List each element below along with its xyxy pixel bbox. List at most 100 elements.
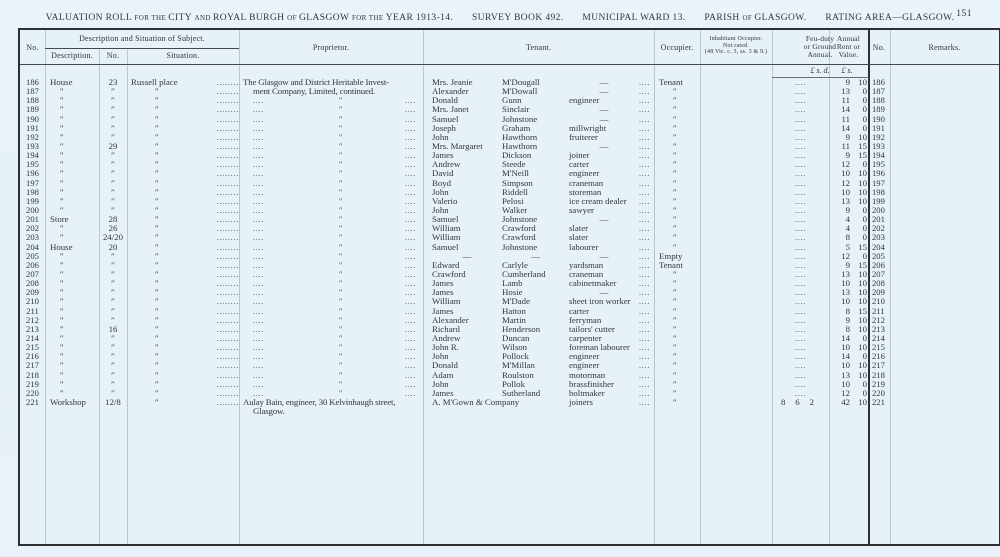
cell-feu-duty: .... [794,123,807,133]
cell-tenant: James Lamb cabinetmaker.... [432,278,651,289]
cell-entry-no: 208 [26,278,39,289]
table-row: 219 ″ ″ ″........ .... ″.... John Pollok brassfi… [20,378,999,389]
cell-proprietor: .... ″.... [253,370,417,380]
cell-entry-no: 216 [26,351,39,362]
cell-situation: ″........ [155,323,239,334]
cell-description: ″ [60,278,64,289]
cell-situation: ″........ [155,314,239,325]
cell-entry-no-right: 187 [872,86,885,97]
cell-street-no: ″ [111,86,115,97]
cell-proprietor: .... ″.... [253,96,417,106]
column-divider [829,30,830,544]
cell-inhabitant-occupier [700,252,772,261]
cell-proprietor: .... ″.... [253,315,417,325]
cell-description: ″ [60,378,64,389]
cell-remarks [890,215,999,224]
cell-situation: Russell place........ [131,77,239,87]
cell-occupier: ″ [673,104,677,115]
cell-situation: ″........ [155,214,239,225]
cell-tenant: Andrew Duncan carpenter.... [432,332,651,343]
cell-annual-rent: 8 10 [845,323,867,334]
cell-situation: ″........ [155,396,239,407]
cell-entry-no-right: 190 [872,113,885,124]
cell-description: House [50,241,73,252]
cell-entry-no-right: 186 [872,77,885,87]
cell-tenant: Boyd Simpson craneman.... [432,177,651,188]
cell-annual-rent: 13 10 [841,369,867,380]
title-segment: RATING AREA—GLASGOW. [825,13,955,23]
cell-tenant: Joseph Graham millwright.... [432,122,651,133]
cell-situation: ″........ [155,259,239,270]
cell-entry-no-right: 207 [872,268,885,279]
cell-tenant: William M'Dade sheet iron worker.... [432,296,651,307]
cell-situation: ″........ [155,159,239,170]
cell-tenant: James Hosie —.... [432,287,651,298]
cell-feu-duty: .... [794,187,807,197]
cell-entry-no: 211 [26,305,39,316]
cell-tenant: Samuel Johnstone —.... [432,214,651,225]
cell-remarks [890,142,999,151]
table-row: 218 ″ ″ ″........ .... ″.... Adam Roulston motor… [20,369,999,380]
cell-description: ″ [60,95,64,106]
cell-situation: ″........ [155,204,239,215]
cell-entry-no-right: 191 [872,122,885,133]
cell-street-no: ″ [111,278,115,289]
cell-tenant: Mrs. Janet Sinclair —.... [432,104,651,115]
cell-occupier: ″ [673,278,677,289]
column-divider [890,30,891,544]
cell-situation: ″........ [155,296,239,307]
cell-description: ″ [60,159,64,170]
cell-description: Workshop [50,396,86,407]
cell-description: ″ [60,122,64,133]
cell-situation: ″........ [155,351,239,362]
cell-inhabitant-occupier [700,307,772,316]
cell-inhabitant-occupier [700,389,772,398]
header-inhabitant-line3: (48 Vic. c. 3, ss. 3 & 9.) [704,49,768,56]
cell-occupier: Tenant [659,259,683,270]
cell-inhabitant-occupier [700,288,772,297]
cell-feu-duty: .... [794,178,807,188]
table-row: 204 House 20 ″........ .... ″.... Samuel Johnst… [20,241,999,252]
cell-occupier: ″ [673,177,677,188]
cell-entry-no: 205 [26,250,39,261]
table-row: 217 ″ ″ ″........ .... ″.... Donald M'Millan eng… [20,361,999,371]
cell-inhabitant-occupier [700,233,772,242]
header-inhabitant-line2: Not rated. [723,42,749,49]
cell-situation: ″........ [155,186,239,197]
cell-remarks [890,261,999,270]
cell-description: ″ [60,259,64,270]
cell-feu-duty: .... [794,352,807,362]
header-proprietor: Proprietor. [312,43,350,52]
title-segment: GLASGOW. [754,13,810,23]
cell-annual-rent: 14 0 [841,351,867,362]
cell-inhabitant-occupier [700,133,772,142]
table-row: 201 Store 28 ″........ .... ″.... Samuel Johnst… [20,214,999,225]
cell-feu-duty: .... [794,132,807,142]
cell-annual-rent: 14 0 [841,122,867,133]
header-rule [45,48,239,49]
cell-entry-no: 212 [26,314,39,325]
cell-occupier: ″ [673,140,677,151]
cell-description: ″ [60,186,64,197]
cell-street-no: ″ [111,250,115,261]
title-segment: GLASGOW [299,13,352,23]
cell-feu-duty: .... [794,233,807,243]
header-rent-line1: Annual [837,34,860,43]
cell-street-no: ″ [111,342,115,353]
cell-proprietor: .... ″.... [253,379,417,389]
cell-situation: ″........ [155,223,239,234]
cell-entry-no-right: 204 [872,241,885,252]
cell-remarks [890,224,999,233]
header-no-right: No. [872,43,886,52]
cell-occupier: ″ [673,204,677,215]
cell-inhabitant-occupier [700,325,772,334]
cell-tenant: A. M'Gown & Company joiners.... [432,396,651,407]
cell-occupier: ″ [673,113,677,124]
cell-description: ″ [60,104,64,115]
cell-entry-no: 196 [26,168,39,179]
cell-situation: ″........ [155,195,239,206]
cell-tenant: James Sutherland boltmaker.... [432,387,651,398]
cell-tenant: James Hatton carter.... [432,305,651,316]
cell-feu-duty: .... [794,105,807,115]
